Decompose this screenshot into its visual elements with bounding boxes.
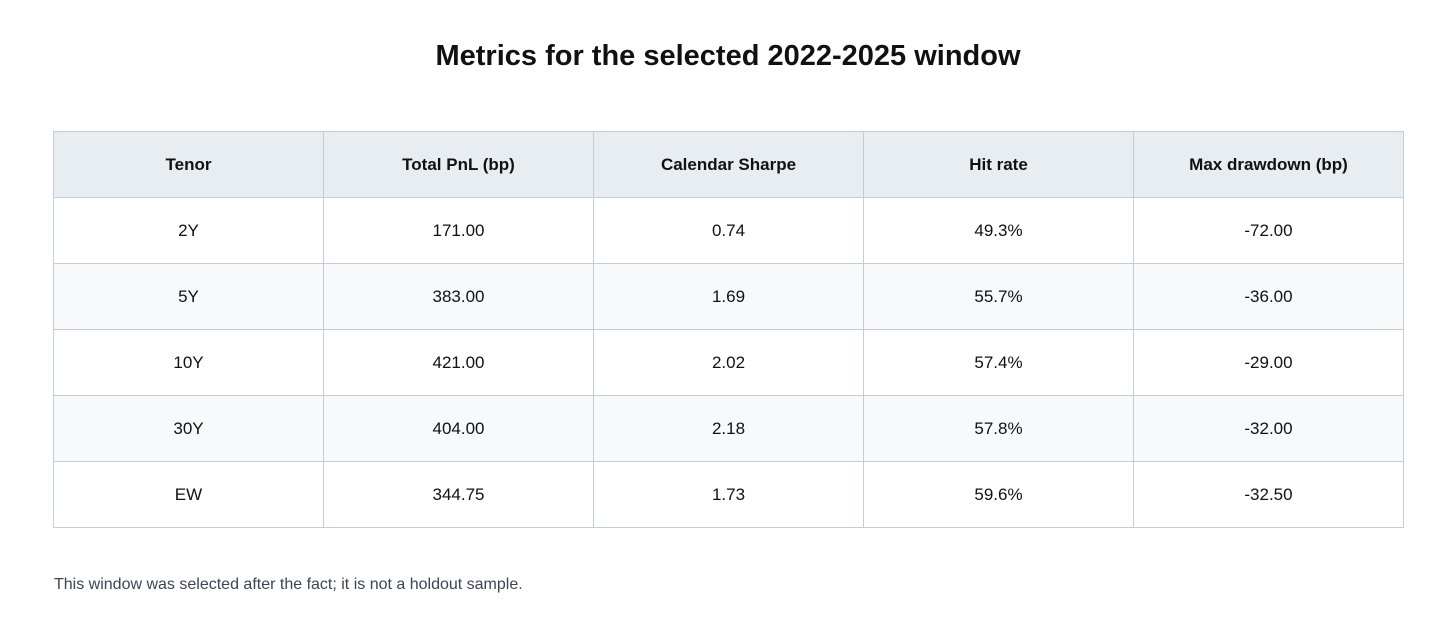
column-header-max-drawdown: Max drawdown (bp) — [1133, 131, 1404, 198]
cell-max-drawdown: -29.00 — [1133, 329, 1404, 396]
cell-tenor: 2Y — [53, 197, 324, 264]
page-title: Metrics for the selected 2022-2025 windo… — [435, 40, 1021, 72]
cell-hit-rate: 57.8% — [863, 395, 1134, 462]
cell-tenor: 30Y — [53, 395, 324, 462]
table-row: 10Y 421.00 2.02 57.4% -29.00 — [53, 329, 1404, 396]
cell-hit-rate: 49.3% — [863, 197, 1134, 264]
cell-hit-rate: 57.4% — [863, 329, 1134, 396]
cell-max-drawdown: -36.00 — [1133, 263, 1404, 330]
cell-max-drawdown: -32.50 — [1133, 461, 1404, 528]
cell-hit-rate: 55.7% — [863, 263, 1134, 330]
cell-total-pnl: 171.00 — [323, 197, 594, 264]
table-row: 2Y 171.00 0.74 49.3% -72.00 — [53, 197, 1404, 264]
cell-hit-rate: 59.6% — [863, 461, 1134, 528]
table-row: 5Y 383.00 1.69 55.7% -36.00 — [53, 263, 1404, 330]
cell-tenor: 10Y — [53, 329, 324, 396]
cell-calendar-sharpe: 2.18 — [593, 395, 864, 462]
cell-calendar-sharpe: 2.02 — [593, 329, 864, 396]
column-header-hit-rate: Hit rate — [863, 131, 1134, 198]
column-header-tenor: Tenor — [53, 131, 324, 198]
table-header-row: Tenor Total PnL (bp) Calendar Sharpe Hit… — [53, 131, 1404, 198]
cell-total-pnl: 344.75 — [323, 461, 594, 528]
cell-calendar-sharpe: 1.69 — [593, 263, 864, 330]
table-row: EW 344.75 1.73 59.6% -32.50 — [53, 461, 1404, 528]
cell-total-pnl: 421.00 — [323, 329, 594, 396]
cell-total-pnl: 383.00 — [323, 263, 594, 330]
column-header-calendar-sharpe: Calendar Sharpe — [593, 131, 864, 198]
cell-tenor: 5Y — [53, 263, 324, 330]
cell-total-pnl: 404.00 — [323, 395, 594, 462]
footnote: This window was selected after the fact;… — [54, 576, 523, 593]
column-header-total-pnl: Total PnL (bp) — [323, 131, 594, 198]
cell-max-drawdown: -32.00 — [1133, 395, 1404, 462]
cell-max-drawdown: -72.00 — [1133, 197, 1404, 264]
metrics-table: Tenor Total PnL (bp) Calendar Sharpe Hit… — [53, 131, 1404, 528]
table-row: 30Y 404.00 2.18 57.8% -32.00 — [53, 395, 1404, 462]
cell-calendar-sharpe: 0.74 — [593, 197, 864, 264]
cell-tenor: EW — [53, 461, 324, 528]
cell-calendar-sharpe: 1.73 — [593, 461, 864, 528]
